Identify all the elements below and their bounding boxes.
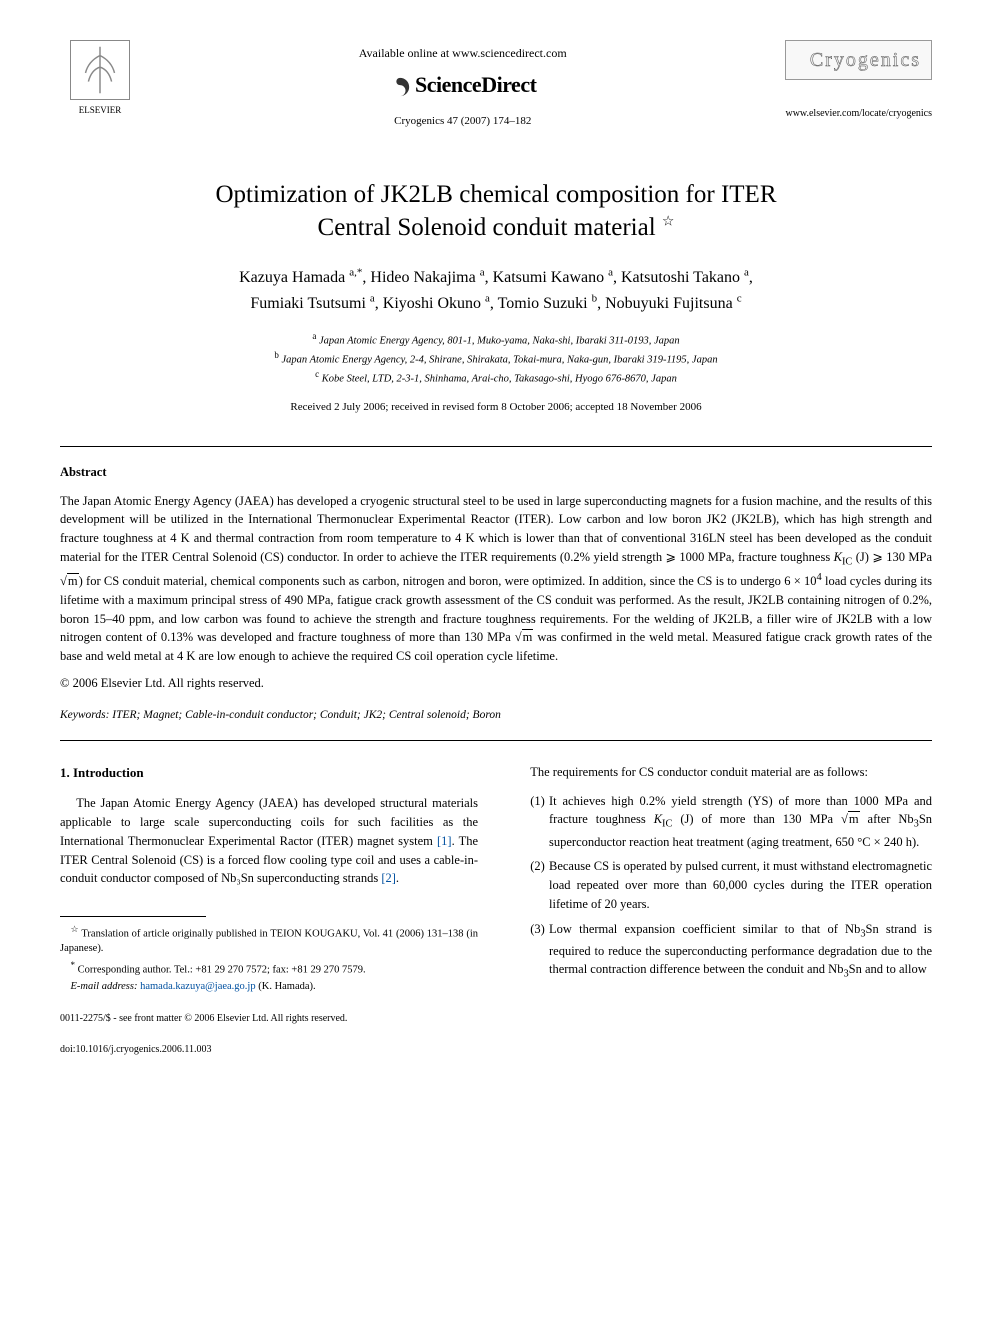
journal-url: www.elsevier.com/locate/cryogenics	[785, 106, 932, 121]
doi-line: doi:10.1016/j.cryogenics.2006.11.003	[60, 1042, 478, 1057]
requirement-item-2: (2)Because CS is operated by pulsed curr…	[530, 857, 932, 913]
section-heading-intro: 1. Introduction	[60, 763, 478, 783]
article-dates: Received 2 July 2006; received in revise…	[60, 399, 932, 416]
requirement-item-1: (1)It achieves high 0.2% yield strength …	[530, 792, 932, 852]
footnote-translation: ☆ Translation of article originally publ…	[60, 923, 478, 957]
affil-c: c Kobe Steel, LTD, 2-3-1, Shinhama, Arai…	[60, 368, 932, 387]
intro-paragraph-1: The Japan Atomic Energy Agency (JAEA) ha…	[60, 794, 478, 888]
requirement-item-3: (3)Low thermal expansion coefficient sim…	[530, 920, 932, 983]
abstract-copyright: © 2006 Elsevier Ltd. All rights reserved…	[60, 674, 932, 693]
citation-line: Cryogenics 47 (2007) 174–182	[140, 113, 785, 130]
abstract-body: The Japan Atomic Energy Agency (JAEA) ha…	[60, 492, 932, 666]
title-line-1: Optimization of JK2LB chemical compositi…	[216, 181, 777, 208]
authors-line-2: Fumiaki Tsutsumi a, Kiyoshi Okuno a, Tom…	[250, 295, 741, 312]
authors-line-1: Kazuya Hamada a,*, Hideo Nakajima a, Kat…	[239, 269, 753, 286]
footnote-rule	[60, 916, 206, 917]
requirements-lead: The requirements for CS conductor condui…	[514, 763, 932, 782]
affil-b: b Japan Atomic Energy Agency, 2-4, Shira…	[60, 349, 932, 368]
available-online-text: Available online at www.sciencedirect.co…	[140, 44, 785, 62]
affiliations: a Japan Atomic Energy Agency, 801-1, Muk…	[60, 330, 932, 388]
affil-a: a Japan Atomic Energy Agency, 801-1, Muk…	[60, 330, 932, 349]
column-left: 1. Introduction The Japan Atomic Energy …	[60, 763, 478, 1057]
body-columns: 1. Introduction The Japan Atomic Energy …	[60, 763, 932, 1057]
divider-bottom	[60, 740, 932, 741]
footnote-corresponding: * Corresponding author. Tel.: +81 29 270…	[60, 959, 478, 978]
footnote-email: E-mail address: hamada.kazuya@jaea.go.jp…	[60, 980, 478, 995]
abstract-heading: Abstract	[60, 463, 932, 482]
keywords-text: ITER; Magnet; Cable-in-conduit conductor…	[112, 709, 501, 721]
sciencedirect-icon	[389, 74, 411, 96]
journal-name: Cryogenics	[810, 49, 921, 71]
elsevier-tree-icon	[70, 40, 130, 100]
column-right: The requirements for CS conductor condui…	[514, 763, 932, 1057]
elsevier-logo: ELSEVIER	[60, 40, 140, 118]
keywords-line: Keywords: ITER; Magnet; Cable-in-conduit…	[60, 707, 932, 724]
center-header: Available online at www.sciencedirect.co…	[140, 40, 785, 130]
requirements-list: (1)It achieves high 0.2% yield strength …	[514, 792, 932, 983]
abstract-text: The Japan Atomic Energy Agency (JAEA) ha…	[60, 494, 932, 664]
divider-top	[60, 446, 932, 447]
page-header: ELSEVIER Available online at www.science…	[60, 40, 932, 130]
journal-block: Cryogenics www.elsevier.com/locate/cryog…	[785, 40, 932, 121]
footnotes: ☆ Translation of article originally publ…	[60, 923, 478, 995]
ref-link-2[interactable]: [2]	[381, 871, 396, 885]
sciencedirect-label: ScienceDirect	[415, 68, 536, 101]
author-list: Kazuya Hamada a,*, Hideo Nakajima a, Kat…	[60, 265, 932, 316]
article-title: Optimization of JK2LB chemical compositi…	[60, 178, 932, 246]
front-matter-copyright: 0011-2275/$ - see front matter © 2006 El…	[60, 1011, 478, 1026]
title-footnote-star: ☆	[662, 215, 675, 230]
title-line-2: Central Solenoid conduit material	[318, 214, 656, 241]
sciencedirect-logo: ScienceDirect	[389, 68, 536, 101]
keywords-label: Keywords:	[60, 709, 109, 721]
ref-link-1[interactable]: [1]	[437, 834, 452, 848]
email-link[interactable]: hamada.kazuya@jaea.go.jp	[140, 981, 256, 992]
journal-logo: Cryogenics	[785, 40, 932, 80]
elsevier-label: ELSEVIER	[79, 105, 122, 115]
